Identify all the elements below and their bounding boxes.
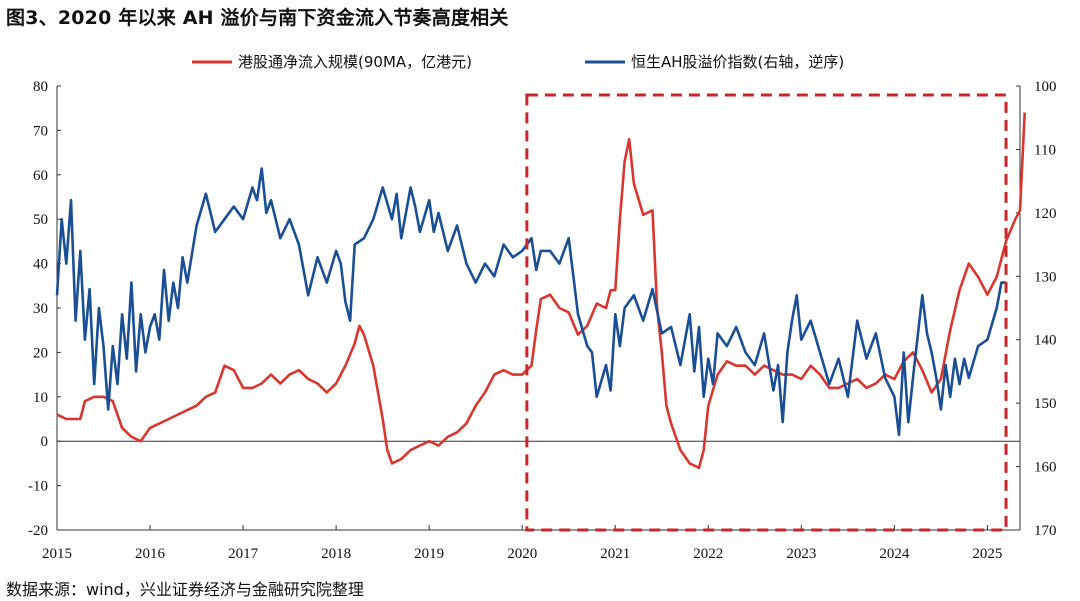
left-tick-label: 60 [33, 168, 48, 184]
right-tick-label: 140 [1034, 333, 1057, 349]
x-tick-label: 2020 [507, 546, 537, 562]
legend: 港股通净流入规模(90MA，亿港元) 恒生AH股溢价指数(右轴，逆序) [192, 53, 844, 71]
x-tick-label: 2021 [600, 546, 630, 562]
left-tick-label: 10 [33, 390, 48, 406]
left-tick-label: 80 [33, 79, 48, 95]
x-tick-label: 2018 [321, 546, 351, 562]
left-tick-label: -10 [28, 479, 48, 495]
left-tick-label: 0 [41, 434, 49, 450]
right-tick-label: 150 [1034, 396, 1057, 412]
left-tick-label: 70 [33, 123, 48, 139]
data-source-note: 数据来源：wind，兴业证券经济与金融研究院整理 [6, 580, 364, 599]
x-tick-label: 2016 [135, 546, 166, 562]
legend-label-ah-premium: 恒生AH股溢价指数(右轴，逆序) [631, 53, 844, 71]
right-tick-label: 130 [1034, 269, 1057, 285]
left-tick-label: -20 [28, 523, 48, 539]
left-tick-label: 30 [33, 301, 48, 317]
right-tick-label: 120 [1034, 206, 1057, 222]
x-tick-label: 2023 [786, 546, 816, 562]
right-tick-label: 100 [1034, 79, 1057, 95]
right-tick-label: 110 [1034, 142, 1056, 158]
x-tick-label: 2015 [42, 546, 72, 562]
right-tick-label: 160 [1034, 460, 1057, 476]
right-tick-label: 170 [1034, 523, 1057, 539]
x-tick-label: 2019 [414, 546, 444, 562]
series-line-inflow [56, 112, 1026, 470]
left-tick-label: 50 [33, 212, 48, 228]
series-line-ah-premium [55, 167, 1006, 437]
left-tick-label: 20 [33, 345, 48, 361]
axes: -20 -10 0 10 20 30 40 50 60 70 80 100 110 120 130 140 15… [28, 79, 1057, 562]
x-tick-label: 2024 [879, 546, 910, 562]
chart-title: 图3、2020 年以来 AH 溢价与南下资金流入节奏高度相关 [6, 7, 509, 29]
plot-area [55, 93, 1026, 532]
x-tick-label: 2025 [972, 546, 1002, 562]
legend-label-inflow: 港股通净流入规模(90MA，亿港元) [238, 53, 472, 71]
x-tick-label: 2022 [693, 546, 723, 562]
x-tick-label: 2017 [228, 546, 259, 562]
left-tick-label: 40 [33, 257, 48, 273]
highlight-box [525, 93, 1008, 532]
